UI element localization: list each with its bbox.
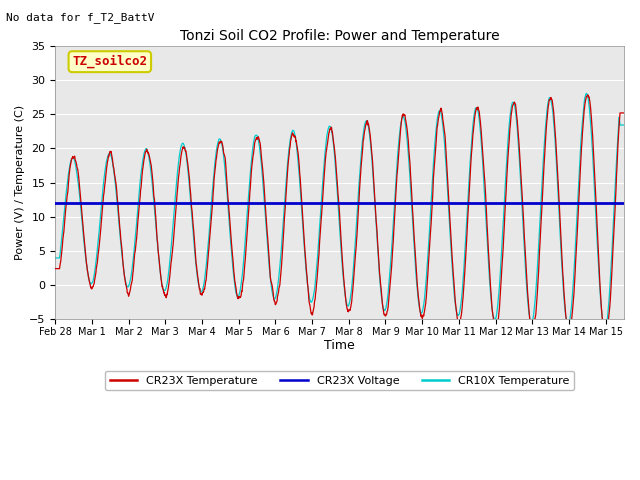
Text: TZ_soilco2: TZ_soilco2 bbox=[72, 55, 147, 68]
Y-axis label: Power (V) / Temperature (C): Power (V) / Temperature (C) bbox=[15, 105, 25, 260]
Legend: CR23X Temperature, CR23X Voltage, CR10X Temperature: CR23X Temperature, CR23X Voltage, CR10X … bbox=[105, 371, 574, 390]
Text: No data for f_T2_BattV: No data for f_T2_BattV bbox=[6, 12, 155, 23]
Title: Tonzi Soil CO2 Profile: Power and Temperature: Tonzi Soil CO2 Profile: Power and Temper… bbox=[180, 29, 499, 43]
X-axis label: Time: Time bbox=[324, 339, 355, 352]
